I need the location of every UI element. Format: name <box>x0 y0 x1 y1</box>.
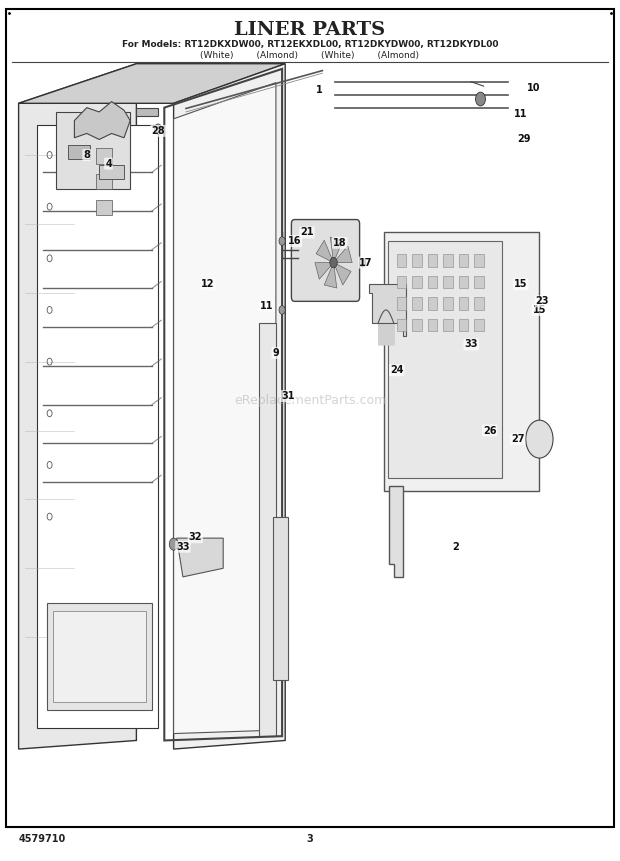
Text: (White)        (Almond)        (White)        (Almond): (White) (Almond) (White) (Almond) <box>200 51 420 59</box>
Text: 23: 23 <box>536 296 549 307</box>
Text: eReplacementParts.com: eReplacementParts.com <box>234 393 386 407</box>
Text: LINER PARTS: LINER PARTS <box>234 22 386 39</box>
Bar <box>474 276 484 288</box>
Bar <box>474 297 484 310</box>
Circle shape <box>169 538 178 550</box>
Bar <box>412 297 422 310</box>
Text: 21: 21 <box>300 227 314 238</box>
Text: 18: 18 <box>333 238 347 248</box>
Circle shape <box>279 237 285 245</box>
Bar <box>96 200 112 215</box>
Text: 27: 27 <box>511 434 525 444</box>
Bar <box>443 276 453 288</box>
Polygon shape <box>389 486 403 577</box>
Bar <box>428 297 437 310</box>
Polygon shape <box>19 64 136 749</box>
Text: 2: 2 <box>453 542 459 552</box>
Text: 26: 26 <box>483 425 497 436</box>
Polygon shape <box>53 611 146 702</box>
Text: 12: 12 <box>201 279 215 289</box>
Text: 29: 29 <box>517 134 531 145</box>
Bar <box>397 297 406 310</box>
Bar <box>474 319 484 331</box>
Polygon shape <box>315 263 334 279</box>
Bar <box>397 319 406 331</box>
Text: 15: 15 <box>514 279 528 289</box>
Bar <box>443 297 453 310</box>
Text: For Models: RT12DKXDW00, RT12EKXDL00, RT12DKYDW00, RT12DKYDL00: For Models: RT12DKXDW00, RT12EKXDL00, RT… <box>122 40 498 49</box>
Polygon shape <box>384 232 539 491</box>
Polygon shape <box>136 108 158 116</box>
Text: 33: 33 <box>176 542 190 552</box>
Text: 16: 16 <box>288 236 301 246</box>
Bar <box>428 276 437 288</box>
Text: 3: 3 <box>307 834 313 845</box>
Bar <box>428 319 437 331</box>
Circle shape <box>330 257 337 268</box>
Bar <box>474 254 484 267</box>
Polygon shape <box>259 323 276 736</box>
Circle shape <box>360 258 366 267</box>
Polygon shape <box>273 517 288 680</box>
Polygon shape <box>369 284 406 336</box>
Circle shape <box>279 306 285 314</box>
Bar <box>96 174 112 189</box>
Text: 4: 4 <box>105 158 112 169</box>
Bar <box>459 254 468 267</box>
Circle shape <box>154 124 162 134</box>
Polygon shape <box>388 241 502 478</box>
Polygon shape <box>46 603 152 710</box>
Circle shape <box>526 420 553 458</box>
Polygon shape <box>74 102 130 139</box>
Polygon shape <box>324 263 337 288</box>
Bar <box>459 297 468 310</box>
Text: 17: 17 <box>359 257 373 268</box>
Bar <box>443 254 453 267</box>
Polygon shape <box>174 64 285 749</box>
Polygon shape <box>177 538 223 577</box>
Bar <box>397 276 406 288</box>
Text: 32: 32 <box>188 532 202 542</box>
Polygon shape <box>334 263 351 285</box>
Text: 4579710: 4579710 <box>19 834 66 845</box>
Text: 33: 33 <box>464 339 478 350</box>
Polygon shape <box>99 165 124 179</box>
Bar <box>428 254 437 267</box>
Bar <box>412 319 422 331</box>
Bar <box>397 254 406 267</box>
Text: 15: 15 <box>533 305 546 315</box>
Text: 8: 8 <box>83 150 91 160</box>
Circle shape <box>476 92 485 106</box>
Polygon shape <box>174 83 276 734</box>
Polygon shape <box>334 246 352 263</box>
Bar <box>443 319 453 331</box>
Text: 10: 10 <box>526 83 540 93</box>
Text: 11: 11 <box>260 300 273 311</box>
Bar <box>96 148 112 164</box>
Polygon shape <box>316 240 334 263</box>
Text: 31: 31 <box>281 391 295 401</box>
Polygon shape <box>19 64 285 103</box>
Polygon shape <box>68 145 90 159</box>
FancyBboxPatch shape <box>291 220 360 301</box>
Bar <box>459 319 468 331</box>
Text: 24: 24 <box>390 365 404 375</box>
Text: 28: 28 <box>151 126 165 136</box>
Text: 9: 9 <box>273 348 279 358</box>
Text: 1: 1 <box>316 85 322 96</box>
Bar <box>412 254 422 267</box>
Bar <box>459 276 468 288</box>
Polygon shape <box>37 125 158 728</box>
Polygon shape <box>56 112 130 189</box>
Polygon shape <box>330 237 343 263</box>
Bar <box>412 276 422 288</box>
Text: 11: 11 <box>514 108 528 119</box>
